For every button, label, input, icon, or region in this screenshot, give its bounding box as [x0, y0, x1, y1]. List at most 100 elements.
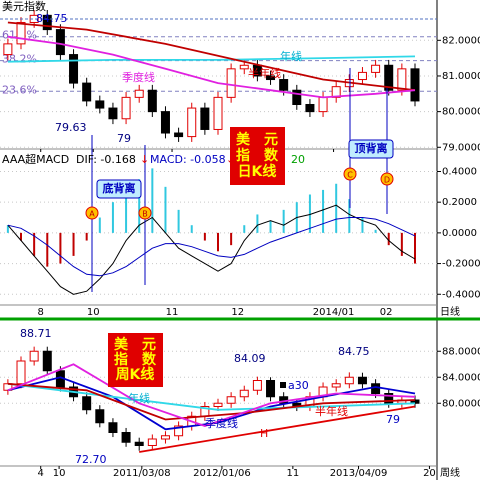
annotation-layer: 美元指数 84.75 79.63 79 年线 季度线 半年线 美 元 指 数 日…	[0, 0, 437, 466]
x-tick-label: 02	[380, 307, 393, 318]
period-label: 日线	[440, 305, 460, 318]
period-label: 周线	[440, 466, 460, 479]
x-tick-label: 2014/01	[313, 307, 355, 318]
candle-body	[213, 402, 223, 407]
point-marker	[343, 167, 357, 181]
candle-body	[252, 380, 262, 391]
annotation: 84.75	[36, 12, 68, 25]
candle-body	[357, 376, 367, 385]
y-tick-label: 82.0000	[442, 35, 480, 46]
line-series	[7, 376, 416, 431]
annotation: 72.70	[75, 453, 107, 466]
line-series	[7, 35, 416, 99]
y-tick-label: 84.0000	[442, 372, 480, 383]
level-label: 23.6%	[2, 83, 37, 96]
candle-body	[95, 409, 105, 424]
divergence-label: 底背离	[103, 181, 136, 195]
point-label: C	[347, 171, 353, 180]
line-series	[139, 405, 416, 453]
badge-text: 指 数	[236, 147, 279, 164]
divergence-label: 顶背离	[355, 141, 388, 155]
candle-body	[174, 132, 184, 138]
annotation: 79	[386, 413, 400, 426]
candle-body	[226, 396, 236, 404]
annotation: 季度线	[205, 416, 238, 430]
plot-layer: 82.0000 81.0000 80.0000 79.0000 8 10 11 12 2014/…	[0, 10, 480, 479]
y-tick-label: 0.0000	[442, 228, 477, 239]
candle-body	[384, 393, 394, 404]
badge-text: 周K线	[116, 366, 155, 383]
y-tick-label: 79.0000	[442, 142, 480, 153]
candle-body	[279, 79, 289, 91]
x-tick-label: 11	[286, 468, 299, 479]
annotation: H	[260, 427, 268, 440]
y-tick-label: 80.0000	[442, 107, 480, 118]
annotation: 半年线	[315, 404, 348, 418]
divergence-box	[96, 179, 142, 199]
candle-body	[69, 54, 79, 84]
candle-body	[3, 383, 13, 391]
candle-body	[134, 441, 144, 446]
candle-body	[108, 422, 118, 433]
line-series	[7, 382, 416, 411]
candle-body	[134, 89, 144, 98]
indicator-label: ↓	[226, 153, 235, 166]
candle-body	[371, 64, 381, 73]
y-tick-label: 88.0000	[442, 346, 480, 357]
x-tick-label: 4	[38, 468, 44, 479]
indicator-label: DIF: -0.168	[76, 153, 136, 166]
candle-body	[331, 383, 341, 388]
badge	[108, 333, 163, 387]
candle-body	[371, 383, 381, 394]
candle-body	[292, 89, 302, 105]
candle-body	[121, 96, 131, 120]
annotation: 79	[117, 132, 131, 145]
x-tick-label: 12	[231, 307, 244, 318]
badge-text: 美 元	[114, 336, 156, 353]
indicator-label: MACD: -0.058	[150, 153, 226, 166]
candle-body	[82, 82, 92, 102]
candle-body	[108, 107, 118, 120]
annotation: 79.63	[55, 121, 87, 134]
y-tick-label: -0.2000	[442, 259, 480, 270]
indicator-label: ↓	[140, 153, 149, 166]
annotation: 年线	[280, 49, 302, 63]
point-marker	[138, 206, 152, 220]
annotation: 84.09	[234, 352, 266, 365]
x-tick-label: 2011/03/08	[113, 468, 171, 479]
line-series	[7, 21, 416, 92]
candle-body	[16, 21, 26, 45]
annotation: 季度线	[122, 70, 155, 84]
indicator-label: AAA超MACD	[2, 152, 69, 166]
candle-body	[174, 425, 184, 437]
candle-body	[55, 29, 65, 56]
line-series	[7, 55, 416, 63]
badge	[230, 127, 285, 185]
badge-text: 日K线	[238, 163, 277, 180]
candle-body	[266, 75, 276, 81]
candle-body	[121, 432, 131, 443]
annotation: 88.71	[20, 327, 52, 340]
x-tick-label: 11	[166, 307, 179, 318]
annotation: 年线	[128, 391, 150, 405]
x-tick-label: 2012/01/06	[193, 468, 251, 479]
candle-body	[318, 96, 328, 113]
x-tick-label: 20	[423, 468, 436, 479]
line-series	[7, 382, 416, 421]
y-tick-label: -0.4000	[442, 289, 480, 300]
candle-body	[147, 89, 157, 113]
line-series	[7, 204, 416, 295]
candle-body	[226, 68, 236, 98]
point-marker	[85, 206, 99, 220]
x-tick-label: 8	[38, 307, 44, 318]
candle-body	[213, 96, 223, 130]
x-tick-label: 10	[53, 468, 66, 479]
y-tick-label: 0.2000	[442, 197, 477, 208]
candle-body	[305, 103, 315, 113]
line-series	[7, 363, 416, 427]
candle-body	[384, 64, 394, 91]
candle-body	[397, 68, 407, 91]
candle-body	[357, 71, 367, 81]
candle-body	[16, 360, 26, 385]
